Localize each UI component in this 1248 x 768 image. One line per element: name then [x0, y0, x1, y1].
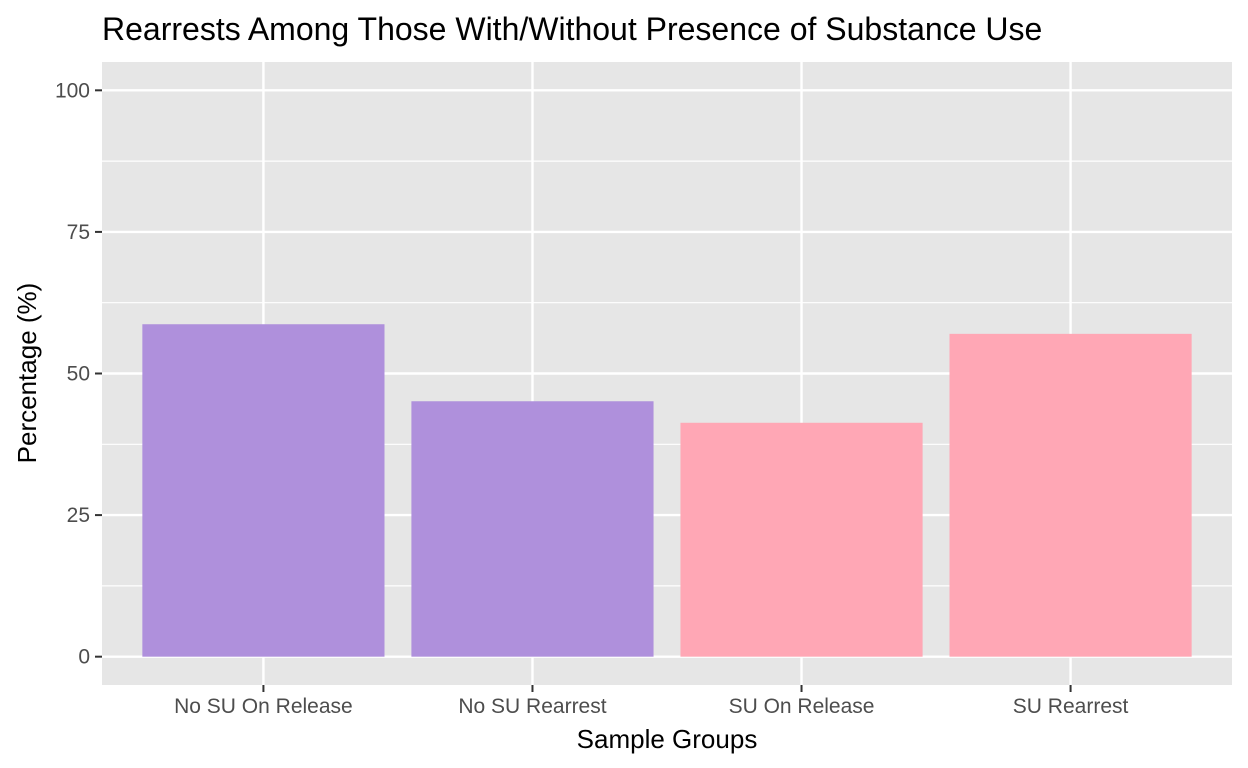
bar [142, 324, 385, 657]
x-tick-label: SU Rearrest [1013, 695, 1129, 718]
x-axis: No SU On Release No SU Rearrest SU On Rele… [174, 685, 1129, 718]
x-tick-label: SU On Release [729, 695, 875, 718]
y-tick-label: 50 [67, 363, 90, 386]
bar [680, 422, 923, 657]
y-tick-label: 25 [67, 504, 90, 527]
y-tick-label: 0 [78, 646, 90, 669]
x-tick-label: No SU On Release [174, 695, 353, 718]
chart-title: Rearrests Among Those With/Without Prese… [102, 11, 1042, 47]
y-tick-label: 100 [55, 79, 90, 102]
y-tick-label: 75 [67, 221, 90, 244]
x-tick-label: No SU Rearrest [458, 695, 606, 718]
bars [142, 324, 1192, 657]
y-axis: 0 25 50 75 100 [55, 79, 102, 669]
y-axis-title: Percentage (%) [12, 283, 42, 464]
x-axis-title: Sample Groups [577, 724, 758, 754]
bar [411, 401, 654, 657]
bar [949, 333, 1192, 657]
